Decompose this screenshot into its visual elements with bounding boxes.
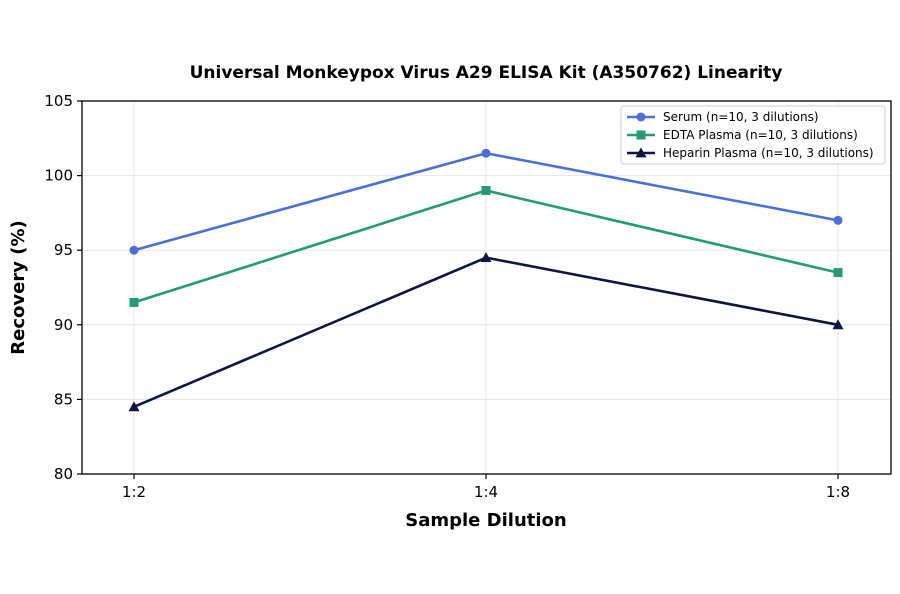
y-tick-label: 100 <box>44 167 73 185</box>
y-tick-label: 95 <box>54 241 73 259</box>
series-layer <box>128 148 844 412</box>
y-axis-label: Recovery (%) <box>8 220 29 354</box>
legend-label: Serum (n=10, 3 dilutions) <box>663 110 819 124</box>
x-tick-label: 1:4 <box>474 483 498 501</box>
y-tick-label: 90 <box>54 316 73 334</box>
x-tick-label: 1:2 <box>122 483 146 501</box>
data-point <box>128 401 140 412</box>
series-2 <box>128 252 844 412</box>
data-point <box>480 252 492 263</box>
legend: Serum (n=10, 3 dilutions) EDTA Plasma (n=… <box>620 105 886 165</box>
legend-box <box>620 105 886 165</box>
legend-marker <box>636 112 646 122</box>
x-tick-label: 1:8 <box>826 483 850 501</box>
x-axis: 1:2 1:4 1:8 <box>122 474 850 501</box>
data-point <box>129 297 139 307</box>
y-tick-label: 105 <box>44 92 73 110</box>
legend-item: EDTA Plasma (n=10, 3 dilutions) <box>627 128 858 142</box>
data-point <box>832 319 844 330</box>
series-1 <box>129 186 843 307</box>
data-point <box>481 148 491 158</box>
legend-marker <box>635 147 647 158</box>
legend-label: Heparin Plasma (n=10, 3 dilutions) <box>663 146 874 160</box>
data-point <box>833 215 843 225</box>
legend-marker <box>636 130 646 140</box>
y-tick-label: 80 <box>54 465 73 483</box>
data-point <box>129 245 139 255</box>
x-axis-label: Sample Dilution <box>405 510 566 531</box>
legend-item: Serum (n=10, 3 dilutions) <box>627 110 819 124</box>
y-axis: 80 85 90 95 100 105 <box>44 92 82 483</box>
data-point <box>833 268 843 278</box>
legend-item: Heparin Plasma (n=10, 3 dilutions) <box>627 146 874 160</box>
data-point <box>481 186 491 196</box>
chart-title: Universal Monkeypox Virus A29 ELISA Kit … <box>190 63 783 83</box>
y-tick-label: 85 <box>54 390 73 408</box>
series-0 <box>129 148 843 255</box>
legend-label: EDTA Plasma (n=10, 3 dilutions) <box>663 128 858 142</box>
